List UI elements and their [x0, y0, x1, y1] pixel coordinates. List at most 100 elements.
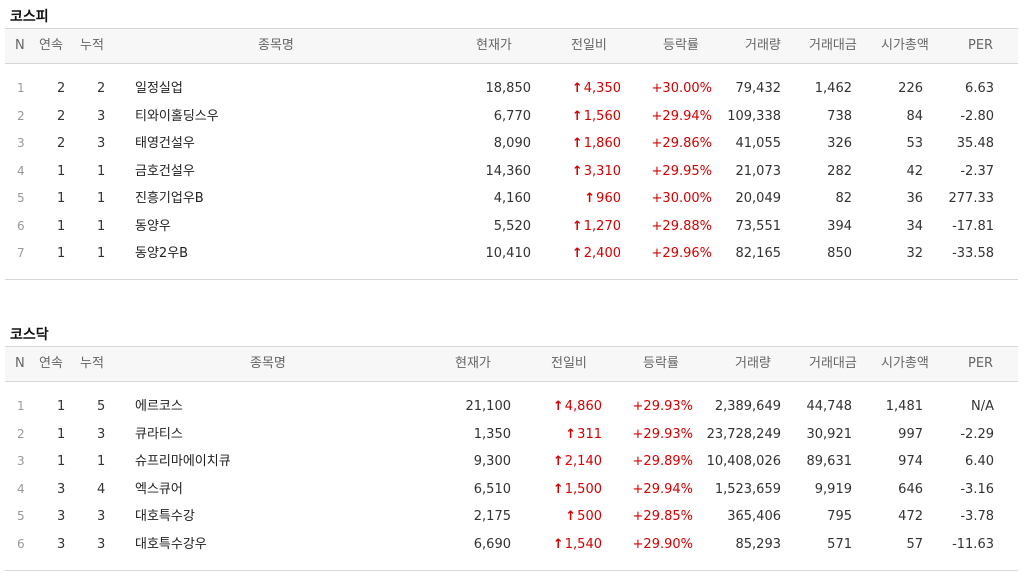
table-row: 1 1 5 에르코스 21,100 ↑4,860 +29.93% 2,389,649 44,74… [5, 393, 1018, 421]
volume-cell: 23,728,249 [706, 426, 781, 442]
change-value: 500 [577, 509, 602, 524]
change-value: 1,560 [583, 108, 621, 124]
per-cell: N/A [971, 399, 994, 414]
change-cell: ↑2,400 [572, 240, 621, 268]
change-cell: ↑4,860 [553, 393, 602, 421]
rank-cell: 4 [17, 163, 25, 178]
volume-cell: 41,055 [735, 136, 782, 151]
price-cell: 10,410 [485, 246, 532, 261]
rate-cell: +30.00% [651, 81, 712, 96]
cumulative-cell: 3 [97, 536, 106, 552]
stock-name-link[interactable]: 진흥기업우B [135, 191, 204, 206]
consecutive-cell: 2 [57, 108, 66, 124]
table-row: 5 3 3 대호특수강 2,175 ↑500 +29.85% 365,406 795 472 -3.… [5, 503, 1018, 531]
header-change: 전일비 [571, 38, 607, 53]
header-n: N [15, 356, 25, 371]
up-arrow-icon: ↑ [584, 191, 596, 206]
section-title: 코스피 [10, 9, 49, 25]
consecutive-cell: 1 [57, 399, 66, 414]
volume-cell: 85,293 [735, 536, 782, 552]
up-arrow-icon: ↑ [552, 399, 564, 414]
header-price: 현재가 [455, 356, 491, 371]
rate-cell: +29.88% [651, 218, 712, 234]
stock-name-link[interactable]: 큐라티스 [135, 426, 183, 442]
cumulative-cell: 3 [97, 509, 106, 524]
change-value: 3,310 [583, 163, 621, 179]
stock-name-link[interactable]: 엑스큐어 [135, 481, 183, 497]
market-cap-cell: 226 [898, 81, 923, 96]
change-value: 4,860 [564, 399, 602, 414]
stock-name-link[interactable]: 슈프리마에이치큐 [135, 454, 231, 469]
rank-cell: 7 [17, 246, 25, 260]
per-cell: -3.16 [960, 481, 994, 497]
volume-cell: 82,165 [735, 246, 782, 261]
volume-cell: 73,551 [735, 218, 782, 234]
change-value: 960 [596, 191, 621, 206]
market-cap-cell: 84 [906, 108, 923, 124]
market-cap-cell: 646 [898, 481, 923, 497]
table-body: 1 1 5 에르코스 21,100 ↑4,860 +29.93% 2,389,649 44,74… [5, 393, 1018, 558]
consecutive-cell: 1 [57, 218, 66, 234]
cumulative-cell: 1 [97, 191, 106, 206]
per-cell: -11.63 [952, 536, 994, 552]
stock-name-link[interactable]: 대호특수강 [135, 509, 195, 524]
stock-name-link[interactable]: 태영건설우 [135, 136, 195, 151]
up-arrow-icon: ↑ [571, 218, 583, 234]
rate-cell: +29.94% [651, 108, 712, 124]
change-cell: ↑1,560 [572, 103, 621, 131]
price-cell: 6,510 [473, 481, 511, 497]
table-row: 6 3 3 대호특수강우 6,690 ↑1,540 +29.90% 85,293 571 57 -1… [5, 531, 1018, 559]
stock-name-link[interactable]: 금호건설우 [135, 163, 195, 179]
change-cell: ↑1,500 [553, 476, 602, 504]
per-cell: -2.37 [960, 163, 994, 179]
header-amount: 거래대금 [809, 356, 857, 371]
change-cell: ↑960 [584, 185, 621, 213]
market-cap-cell: 57 [906, 536, 923, 552]
table-row: 2 2 3 티와이홀딩스우 6,770 ↑1,560 +29.94% 109,338 738 84… [5, 103, 1018, 131]
up-arrow-icon: ↑ [571, 81, 583, 96]
per-cell: -17.81 [952, 218, 994, 234]
stock-name-link[interactable]: 티와이홀딩스우 [135, 108, 219, 124]
amount-cell: 326 [827, 136, 852, 151]
consecutive-cell: 3 [57, 481, 66, 497]
stock-name-link[interactable]: 에르코스 [135, 399, 183, 414]
amount-cell: 30,921 [806, 426, 853, 442]
price-cell: 21,100 [465, 399, 512, 414]
volume-cell: 1,523,659 [714, 481, 781, 497]
rate-cell: +29.90% [632, 536, 693, 552]
up-arrow-icon: ↑ [571, 136, 583, 151]
stock-name-link[interactable]: 동양2우B [135, 246, 189, 261]
table-header: N 연속 누적 종목명 현재가 전일비 등락률 거래량 거래대금 시가총액 PE… [5, 346, 1018, 382]
header-per: PER [968, 356, 994, 371]
header-name: 종목명 [250, 356, 286, 371]
rank-cell: 3 [17, 136, 25, 150]
amount-cell: 850 [827, 246, 852, 261]
market-cap-cell: 36 [906, 191, 923, 206]
rank-cell: 2 [17, 108, 25, 123]
table-row: 1 2 2 일정실업 18,850 ↑4,350 +30.00% 79,432 1,462 226… [5, 75, 1018, 103]
cumulative-cell: 2 [97, 81, 106, 96]
stock-name-link[interactable]: 일정실업 [135, 81, 183, 96]
per-cell: -33.58 [952, 246, 994, 261]
rank-cell: 1 [17, 81, 25, 95]
header-volume: 거래량 [735, 356, 771, 371]
per-cell: 35.48 [956, 136, 994, 151]
rank-cell: 5 [17, 191, 25, 205]
amount-cell: 571 [827, 536, 852, 552]
header-n: N [15, 38, 25, 53]
stock-name-link[interactable]: 동양우 [135, 218, 171, 234]
header-cap: 시가총액 [881, 356, 929, 371]
change-value: 1,540 [564, 536, 602, 552]
header-per: PER [968, 38, 994, 53]
per-cell: 6.40 [965, 454, 994, 469]
table-divider [5, 279, 1018, 280]
table-body: 1 2 2 일정실업 18,850 ↑4,350 +30.00% 79,432 1,462 226… [5, 75, 1018, 268]
stock-name-link[interactable]: 대호특수강우 [135, 536, 207, 552]
rate-cell: +29.94% [632, 481, 693, 497]
cumulative-cell: 1 [97, 454, 106, 469]
table-row: 2 1 3 큐라티스 1,350 ↑311 +29.93% 23,728,249 30,921 9… [5, 421, 1018, 449]
price-cell: 9,300 [473, 454, 511, 469]
volume-cell: 2,389,649 [714, 399, 781, 414]
change-value: 2,140 [564, 454, 602, 469]
amount-cell: 394 [827, 218, 852, 234]
